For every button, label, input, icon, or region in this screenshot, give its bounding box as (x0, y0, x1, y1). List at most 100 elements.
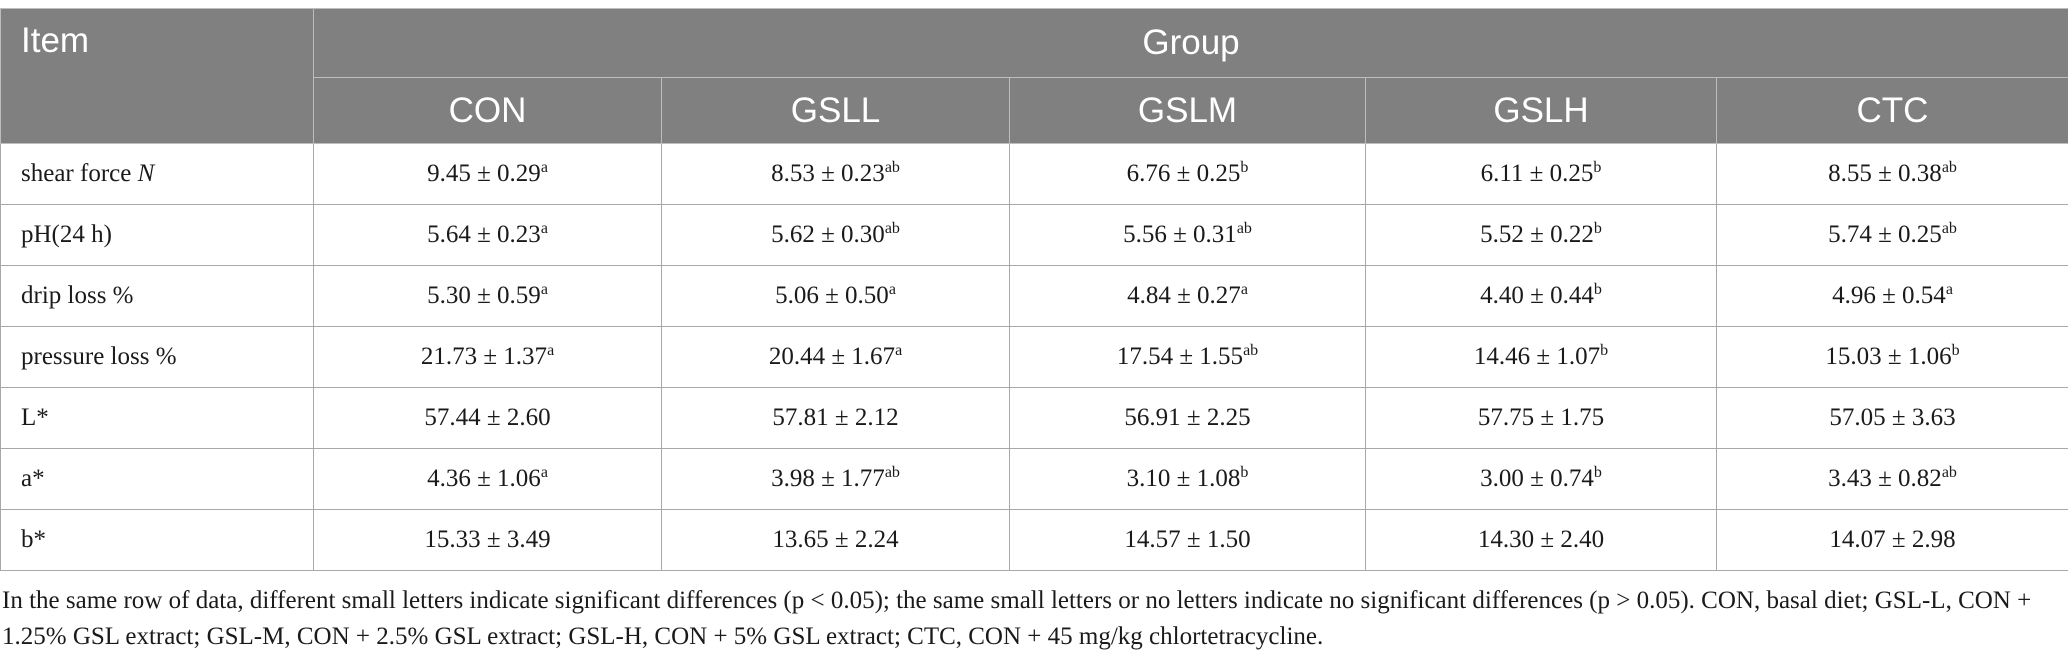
table-row: pressure loss % 21.73 ± 1.37a 20.44 ± 1.67… (0, 326, 2068, 388)
table-row: L* 57.44 ± 2.60 57.81 ± 2.12 56.91 ± 2.25 57… (0, 387, 2068, 449)
row-label: drip loss % (0, 265, 314, 327)
table-cell: 9.45 ± 0.29a (313, 143, 662, 205)
cell-value: 15.03 ± 1.06 (1825, 343, 1952, 370)
row-label-text: a* (21, 465, 45, 492)
significance-letter: a (895, 342, 903, 359)
table-cell: 5.64 ± 0.23a (313, 204, 662, 266)
results-table: Item Group CON GSLL GSLM GSLH CTC shear … (0, 8, 2068, 571)
row-label: L* (0, 387, 314, 449)
table-cell: 5.74 ± 0.25ab (1716, 204, 2068, 266)
row-label-text: b* (21, 526, 46, 553)
table-container: Item Group CON GSLL GSLM GSLH CTC shear … (0, 8, 2068, 655)
table-row: shear force N 9.45 ± 0.29a 8.53 ± 0.23ab 6.… (0, 143, 2068, 205)
table-cell: 5.62 ± 0.30ab (661, 204, 1010, 266)
cell-value: 14.46 ± 1.07 (1473, 343, 1601, 370)
significance-letter: b (1951, 342, 1960, 359)
significance-letter: b (1593, 220, 1602, 237)
row-label-text: drip loss % (21, 282, 134, 309)
column-header-gsll: GSLL (661, 77, 1010, 144)
row-label: a* (0, 448, 314, 510)
significance-letter: a (540, 464, 548, 481)
significance-letter: a (1240, 281, 1248, 298)
table-cell: 15.33 ± 3.49 (313, 509, 662, 571)
cell-value: 4.96 ± 0.54 (1832, 282, 1946, 309)
table-cell: 3.10 ± 1.08b (1009, 448, 1366, 510)
significance-letter: a (540, 220, 548, 237)
row-label: b* (0, 509, 314, 571)
significance-letter: ab (884, 220, 900, 237)
cell-value: 5.30 ± 0.59 (427, 282, 541, 309)
cell-value: 57.05 ± 3.63 (1829, 404, 1956, 431)
significance-letter: b (1593, 464, 1602, 481)
table-cell: 14.07 ± 2.98 (1716, 509, 2068, 571)
table-cell: 14.30 ± 2.40 (1365, 509, 1717, 571)
cell-value: 4.84 ± 0.27 (1127, 282, 1241, 309)
cell-value: 8.55 ± 0.38 (1828, 160, 1942, 187)
significance-letter: ab (1236, 220, 1252, 237)
row-label: shear force N (0, 143, 314, 205)
table-row: b* 15.33 ± 3.49 13.65 ± 2.24 14.57 ± 1.50 14… (0, 509, 2068, 571)
column-header-gslm: GSLM (1009, 77, 1366, 144)
significance-letter: ab (884, 159, 900, 176)
cell-value: 3.10 ± 1.08 (1126, 465, 1241, 492)
significance-letter: a (540, 281, 548, 298)
significance-letter: a (1945, 281, 1953, 298)
significance-letter: a (540, 159, 548, 176)
table-cell: 3.43 ± 0.82ab (1716, 448, 2068, 510)
cell-value: 57.81 ± 2.12 (772, 404, 899, 431)
cell-value: 5.06 ± 0.50 (775, 282, 889, 309)
cell-value: 56.91 ± 2.25 (1124, 404, 1251, 431)
table-body: shear force N 9.45 ± 0.29a 8.53 ± 0.23ab 6.… (0, 143, 2068, 571)
table-cell: 13.65 ± 2.24 (661, 509, 1010, 571)
cell-value: 21.73 ± 1.37 (420, 343, 548, 370)
cell-value: 5.62 ± 0.30 (771, 221, 885, 248)
table-cell: 17.54 ± 1.55ab (1009, 326, 1366, 388)
row-label-text: shear force (21, 160, 132, 187)
cell-value: 5.64 ± 0.23 (427, 221, 541, 248)
cell-value: 6.76 ± 0.25 (1126, 160, 1241, 187)
table-cell: 3.98 ± 1.77ab (661, 448, 1010, 510)
row-label: pH(24 h) (0, 204, 314, 266)
table-header: Item Group CON GSLL GSLM GSLH CTC (0, 8, 2068, 144)
table-cell: 57.44 ± 2.60 (313, 387, 662, 449)
significance-letter: ab (1243, 342, 1259, 359)
row-label-text: L* (21, 404, 49, 431)
table-cell: 5.30 ± 0.59a (313, 265, 662, 327)
cell-value: 3.00 ± 0.74 (1480, 465, 1594, 492)
table-footnote: In the same row of data, different small… (2, 587, 2032, 650)
significance-letter: b (1600, 342, 1609, 359)
cell-value: 3.98 ± 1.77 (771, 465, 885, 492)
cell-value: 5.74 ± 0.25 (1828, 221, 1942, 248)
cell-value: 17.54 ± 1.55 (1116, 343, 1244, 370)
cell-value: 4.36 ± 1.06 (427, 465, 541, 492)
cell-value: 9.45 ± 0.29 (427, 160, 541, 187)
table-cell: 5.06 ± 0.50a (661, 265, 1010, 327)
table-cell: 57.81 ± 2.12 (661, 387, 1010, 449)
cell-value: 4.40 ± 0.44 (1480, 282, 1594, 309)
table-cell: 20.44 ± 1.67a (661, 326, 1010, 388)
table-cell: 57.75 ± 1.75 (1365, 387, 1717, 449)
table-cell: 4.36 ± 1.06a (313, 448, 662, 510)
item-column-header: Item (0, 8, 314, 144)
table-cell: 4.84 ± 0.27a (1009, 265, 1366, 327)
cell-value: 14.07 ± 2.98 (1829, 526, 1956, 553)
table-cell: 5.56 ± 0.31ab (1009, 204, 1366, 266)
table-row: drip loss % 5.30 ± 0.59a 5.06 ± 0.50a 4.84 … (0, 265, 2068, 327)
column-header-ctc: CTC (1716, 77, 2068, 144)
significance-letter: a (547, 342, 555, 359)
cell-value: 20.44 ± 1.67 (768, 343, 896, 370)
table-cell: 4.96 ± 0.54a (1716, 265, 2068, 327)
table-cell: 4.40 ± 0.44b (1365, 265, 1717, 327)
table-row: pH(24 h) 5.64 ± 0.23a 5.62 ± 0.30ab 5.56 ± … (0, 204, 2068, 266)
significance-letter: a (888, 281, 896, 298)
row-label-text: pressure loss % (21, 343, 177, 370)
table-cell: 56.91 ± 2.25 (1009, 387, 1366, 449)
cell-value: 6.11 ± 0.25 (1480, 160, 1594, 187)
significance-letter: ab (1941, 464, 1957, 481)
table-cell: 15.03 ± 1.06b (1716, 326, 2068, 388)
table-cell: 6.76 ± 0.25b (1009, 143, 1366, 205)
table-cell: 14.57 ± 1.50 (1009, 509, 1366, 571)
cell-value: 13.65 ± 2.24 (772, 526, 899, 553)
cell-value: 3.43 ± 0.82 (1828, 465, 1942, 492)
significance-letter: b (1593, 159, 1602, 176)
